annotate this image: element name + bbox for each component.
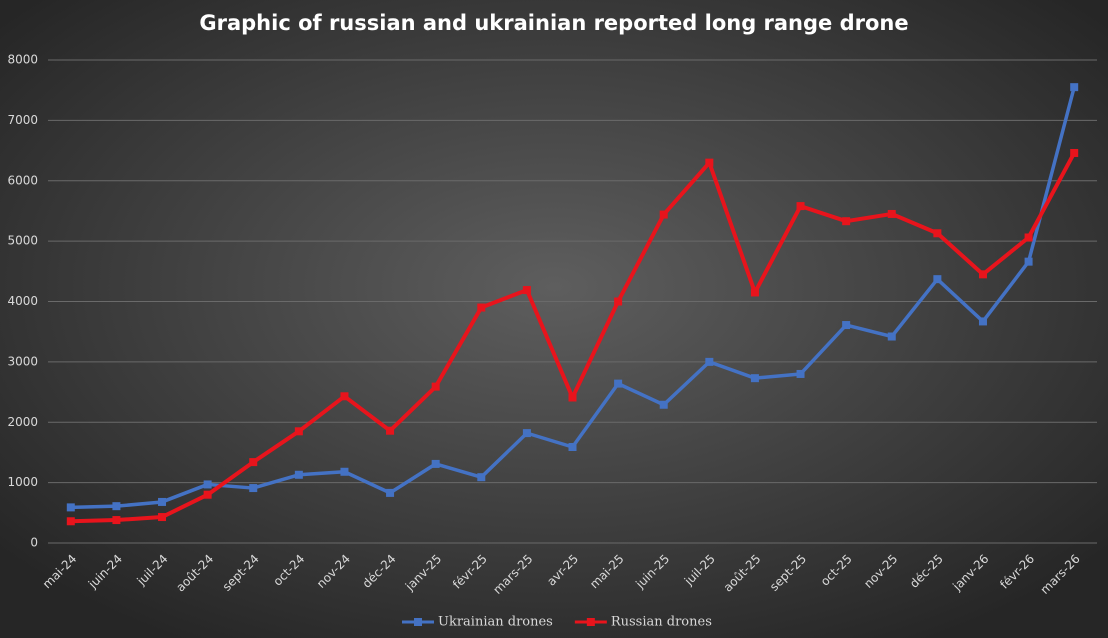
- data-point: [112, 516, 121, 525]
- data-point: [294, 427, 303, 436]
- data-point: [705, 357, 714, 366]
- data-point: [1070, 148, 1079, 157]
- data-point: [659, 210, 668, 219]
- data-point: [340, 392, 349, 401]
- data-point: [1024, 257, 1033, 266]
- data-point: [1024, 233, 1033, 242]
- y-tick-label: 5000: [7, 234, 38, 248]
- data-point: [203, 480, 212, 489]
- data-point: [158, 497, 167, 506]
- data-point: [887, 209, 896, 218]
- data-point: [203, 490, 212, 499]
- data-point: [249, 484, 258, 493]
- data-point: [340, 467, 349, 476]
- data-point: [796, 369, 805, 378]
- data-point: [66, 517, 75, 526]
- data-point: [933, 275, 942, 284]
- y-tick-label: 3000: [7, 354, 38, 368]
- data-point: [705, 158, 714, 167]
- data-point: [842, 321, 851, 330]
- data-point: [887, 332, 896, 341]
- y-tick-label: 2000: [7, 415, 38, 429]
- data-point: [294, 470, 303, 479]
- data-point: [978, 317, 987, 326]
- legend-marker: [414, 618, 422, 626]
- data-point: [750, 374, 759, 383]
- legend-label: Russian drones: [611, 615, 712, 630]
- y-tick-label: 6000: [7, 173, 38, 187]
- data-point: [386, 488, 395, 497]
- legend-label: Ukrainian drones: [438, 615, 553, 630]
- data-point: [568, 393, 577, 402]
- data-point: [1070, 83, 1079, 92]
- data-point: [614, 297, 623, 306]
- data-point: [477, 303, 486, 312]
- data-point: [750, 288, 759, 297]
- data-point: [249, 458, 258, 467]
- y-tick-label: 7000: [7, 113, 38, 127]
- data-point: [522, 286, 531, 295]
- legend-marker: [586, 618, 595, 626]
- data-point: [522, 429, 531, 438]
- data-point: [568, 443, 577, 452]
- data-point: [112, 502, 121, 511]
- data-point: [477, 473, 486, 482]
- y-tick-label: 8000: [7, 53, 38, 67]
- data-point: [614, 379, 623, 388]
- y-tick-label: 4000: [7, 294, 38, 308]
- data-point: [978, 270, 987, 279]
- data-point: [66, 503, 75, 512]
- data-point: [431, 459, 440, 468]
- chart-title: Graphic of russian and ukrainian reporte…: [199, 11, 908, 35]
- y-tick-label: 0: [30, 536, 38, 550]
- data-point: [796, 202, 805, 211]
- data-point: [386, 426, 395, 435]
- y-tick-label: 1000: [7, 475, 38, 489]
- data-point: [933, 229, 942, 238]
- data-point: [842, 217, 851, 226]
- data-point: [659, 400, 668, 409]
- data-point: [158, 513, 167, 522]
- data-point: [431, 382, 440, 391]
